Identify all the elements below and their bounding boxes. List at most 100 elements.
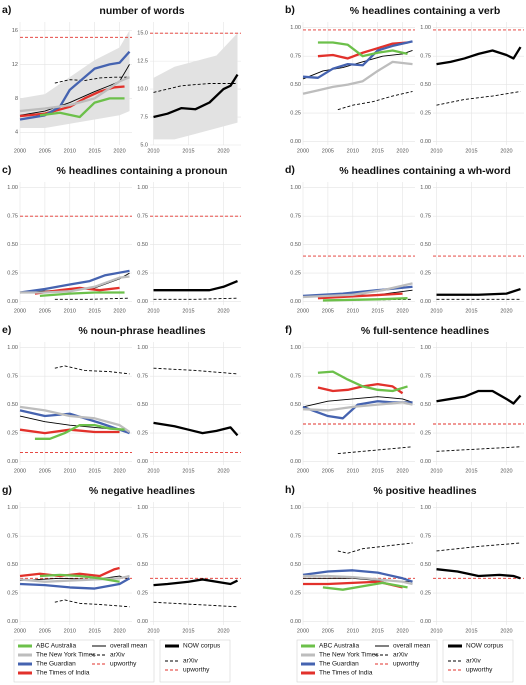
x-tick-label: 2010 bbox=[430, 308, 442, 314]
y-tick-label: 10.0 bbox=[137, 87, 148, 93]
y-tick-label: 0.75 bbox=[7, 374, 18, 380]
legend-label: The Times of India bbox=[319, 670, 373, 677]
panel-title: % noun-phrase headlines bbox=[78, 325, 205, 337]
y-tick-label: 0.25 bbox=[290, 111, 301, 117]
y-tick-label: 12 bbox=[12, 62, 18, 68]
x-tick-label: 2020 bbox=[500, 628, 512, 634]
series-line bbox=[337, 91, 413, 111]
series-line bbox=[337, 542, 413, 554]
y-tick-label: 1.00 bbox=[137, 185, 148, 191]
series-line bbox=[436, 287, 521, 296]
y-tick-label: 0.25 bbox=[290, 271, 301, 277]
x-tick-label: 2000 bbox=[14, 148, 26, 154]
x-tick-label: 2015 bbox=[465, 628, 477, 634]
legend-label: overall mean bbox=[110, 643, 148, 650]
legend-label: The New York Times bbox=[36, 652, 96, 659]
y-tick-label: 0.00 bbox=[290, 139, 301, 145]
x-tick-label: 2020 bbox=[396, 468, 408, 474]
y-tick-label: 0.25 bbox=[290, 591, 301, 597]
series-line bbox=[302, 396, 413, 408]
x-tick-label: 2015 bbox=[465, 308, 477, 314]
y-tick-label: 1.00 bbox=[137, 345, 148, 351]
y-tick-label: 1.00 bbox=[7, 505, 18, 511]
x-tick-label: 2015 bbox=[89, 308, 101, 314]
y-tick-label: 0.50 bbox=[137, 402, 148, 408]
panel-title: % headlines containing a verb bbox=[350, 5, 501, 17]
legend-box bbox=[296, 639, 438, 683]
y-tick-label: 0.50 bbox=[7, 562, 18, 568]
x-tick-label: 2000 bbox=[297, 468, 309, 474]
y-tick-label: 0.25 bbox=[137, 431, 148, 437]
y-tick-label: 5.0 bbox=[140, 142, 148, 148]
y-tick-label: 15.0 bbox=[137, 31, 148, 37]
legend-label: overall mean bbox=[393, 643, 431, 650]
legend-label: NOW corpus bbox=[183, 643, 221, 650]
legend-label: upworthy bbox=[110, 661, 137, 668]
x-tick-label: 2005 bbox=[39, 628, 51, 634]
y-tick-label: 0.50 bbox=[290, 402, 301, 408]
series-line bbox=[54, 365, 130, 375]
x-tick-label: 2015 bbox=[372, 468, 384, 474]
legend-label: upworthy bbox=[393, 661, 420, 668]
y-tick-label: 0.75 bbox=[290, 374, 301, 380]
legend-label: NOW corpus bbox=[466, 643, 504, 650]
x-tick-label: 2015 bbox=[465, 468, 477, 474]
series-line bbox=[19, 405, 131, 433]
x-tick-label: 2020 bbox=[500, 308, 512, 314]
x-tick-label: 2010 bbox=[347, 468, 359, 474]
legend-label: arXiv bbox=[183, 658, 199, 665]
panel-title: % headlines containing a pronoun bbox=[57, 165, 228, 177]
x-tick-label: 2010 bbox=[430, 148, 442, 154]
x-tick-label: 2000 bbox=[14, 308, 26, 314]
series-line bbox=[19, 269, 130, 294]
y-tick-label: 1.00 bbox=[290, 505, 301, 511]
series-line bbox=[54, 297, 130, 300]
series-line bbox=[19, 577, 131, 590]
panel-title: % positive headlines bbox=[373, 485, 476, 497]
y-tick-label: 0.00 bbox=[420, 619, 431, 625]
legend-label: arXiv bbox=[466, 658, 482, 665]
series-line bbox=[19, 50, 131, 121]
y-tick-label: 0.75 bbox=[137, 534, 148, 540]
series-line bbox=[153, 601, 238, 608]
x-tick-label: 2020 bbox=[396, 628, 408, 634]
x-tick-label: 2005 bbox=[322, 468, 334, 474]
x-tick-label: 2015 bbox=[182, 308, 194, 314]
x-tick-label: 2010 bbox=[64, 308, 76, 314]
panel-title: number of words bbox=[99, 5, 184, 17]
x-tick-label: 2010 bbox=[147, 308, 159, 314]
y-tick-label: 0.00 bbox=[137, 459, 148, 465]
x-tick-label: 2020 bbox=[217, 468, 229, 474]
y-tick-label: 0.75 bbox=[420, 54, 431, 60]
series-line bbox=[436, 389, 522, 405]
panel-label: f) bbox=[285, 324, 292, 336]
y-tick-label: 0.50 bbox=[290, 82, 301, 88]
y-tick-label: 0.25 bbox=[290, 431, 301, 437]
legend-label: upworthy bbox=[466, 667, 493, 674]
y-tick-label: 1.00 bbox=[7, 345, 18, 351]
series-line bbox=[153, 73, 239, 119]
y-tick-label: 0.25 bbox=[7, 271, 18, 277]
y-tick-label: 0.75 bbox=[420, 534, 431, 540]
x-tick-label: 2005 bbox=[39, 468, 51, 474]
y-tick-label: 0.00 bbox=[290, 299, 301, 305]
y-tick-label: 12.5 bbox=[137, 59, 148, 65]
x-tick-label: 2020 bbox=[217, 308, 229, 314]
y-tick-label: 0.75 bbox=[137, 374, 148, 380]
x-tick-label: 2000 bbox=[14, 468, 26, 474]
x-tick-label: 2010 bbox=[147, 148, 159, 154]
y-tick-label: 0.25 bbox=[7, 591, 18, 597]
x-tick-label: 2010 bbox=[147, 468, 159, 474]
legend-box bbox=[442, 639, 514, 683]
legend-label: upworthy bbox=[183, 667, 210, 674]
series-line bbox=[19, 566, 120, 578]
x-tick-label: 2020 bbox=[396, 308, 408, 314]
y-tick-label: 1.00 bbox=[420, 345, 431, 351]
y-tick-label: 0.00 bbox=[7, 619, 18, 625]
series-line bbox=[436, 568, 521, 580]
series-line bbox=[302, 40, 413, 79]
x-tick-label: 2005 bbox=[39, 148, 51, 154]
x-tick-label: 2010 bbox=[430, 628, 442, 634]
series-line bbox=[54, 76, 130, 84]
